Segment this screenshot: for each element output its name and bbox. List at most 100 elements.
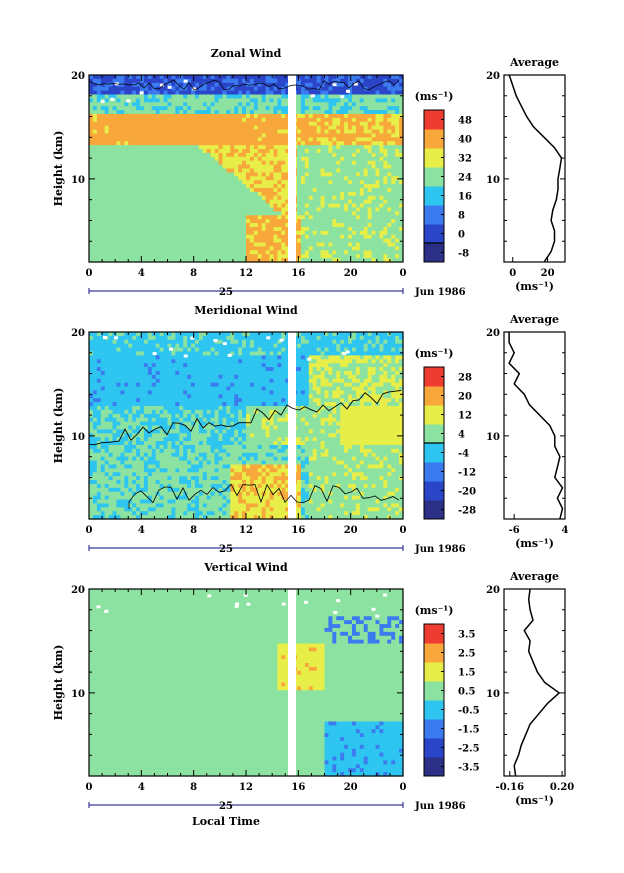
heatmap-cell [367,223,373,228]
heatmap-cell [277,195,282,201]
heatmap-cell [261,94,267,99]
heatmap-cell [167,199,173,205]
heatmap-cell [136,480,141,485]
heatmap-cell [112,460,118,466]
heatmap-cell [92,472,98,477]
heatmap-cell [391,254,396,259]
heatmap-cell [136,343,141,349]
heatmap-cell [351,191,357,197]
heatmap-cell [100,425,106,430]
heatmap-cell [124,359,129,364]
heatmap-cell [210,211,216,216]
heatmap-cell [140,152,145,158]
heatmap-cell [132,390,137,395]
heatmap-cell [222,242,227,248]
heatmap-cell [151,156,157,162]
heatmap-cell [140,176,145,181]
heatmap-cell [183,219,188,224]
heatmap-cell [218,160,224,166]
colorbar-segment [424,167,444,187]
heatmap-cell [120,347,125,353]
heatmap-cell [375,199,381,205]
heatmap-cell [234,156,239,162]
heatmap-cell [92,125,98,131]
heatmap-cell [371,152,377,158]
heatmap-cell [147,98,153,103]
heatmap-cell [234,250,239,255]
heatmap-cell [191,78,196,84]
heatmap-cell [143,421,149,427]
heatmap-cell [167,343,173,349]
heatmap-cell [116,448,121,454]
heatmap-cell [304,102,310,107]
heatmap-cell [359,121,365,127]
heatmap-cell [218,133,224,138]
heatmap-cell [261,121,267,127]
heatmap-cell [351,102,357,107]
heatmap-cell [312,207,318,212]
heatmap-cell [96,106,102,111]
heatmap-cell [218,82,224,88]
heatmap-cell [238,133,243,138]
heatmap-cell [120,121,125,127]
heatmap-cell [124,164,129,170]
heatmap-cell [183,191,188,197]
heatmap-cell [277,172,282,177]
heatmap-cell [395,129,400,135]
heatmap-cell [183,121,188,127]
heatmap-cell [297,156,302,162]
heatmap-cell [277,223,282,228]
heatmap-cell [89,491,94,497]
heatmap-cell [222,215,227,220]
heatmap-cell [163,141,169,146]
heatmap-cell [191,145,196,150]
heatmap-cell [167,441,173,446]
heatmap-cell [340,113,345,119]
heatmap-cell [269,223,275,228]
heatmap-cell [143,250,149,255]
heatmap-cell [140,121,145,127]
heatmap-cell [344,180,349,185]
heatmap-cell [140,367,145,372]
heatmap-cell [136,472,141,477]
heatmap-cell [285,172,290,177]
heatmap-cell [383,149,388,154]
heatmap-cell [355,141,361,146]
heatmap-cell [132,429,137,434]
heatmap-cell [328,94,333,99]
heatmap-cell [128,480,133,485]
heatmap-cell [300,215,306,220]
heatmap-cell [92,156,98,162]
heatmap-cell [257,207,263,212]
heatmap-cell [96,378,102,384]
heatmap-cell [108,168,114,173]
heatmap-cell [194,133,200,138]
heatmap-cell [375,176,381,181]
heatmap-cell [167,133,173,138]
heatmap-cell [206,258,212,263]
heatmap-cell [348,180,353,185]
heatmap-cell [222,102,227,107]
heatmap-cell [108,468,114,473]
heatmap-cell [261,152,267,158]
heatmap-cell [155,184,161,189]
heatmap-cell [147,491,153,497]
heatmap-cell [391,125,396,131]
heatmap-cell [308,234,314,240]
heatmap-cell [159,145,165,150]
heatmap-cell [391,78,396,84]
heatmap-cell [297,195,302,201]
heatmap-cell [340,168,345,173]
heatmap-cell [175,168,180,173]
heatmap-cell [391,168,396,173]
heatmap-cell [132,332,137,337]
heatmap-cell [371,129,377,135]
heatmap-cell [112,102,118,107]
heatmap-cell [281,246,286,251]
heatmap-cell [226,149,231,154]
heatmap-cell [112,160,118,166]
heatmap-cell [253,211,259,216]
heatmap-cell [132,211,137,216]
heatmap-cell [249,156,255,162]
heatmap-cell [194,195,200,201]
